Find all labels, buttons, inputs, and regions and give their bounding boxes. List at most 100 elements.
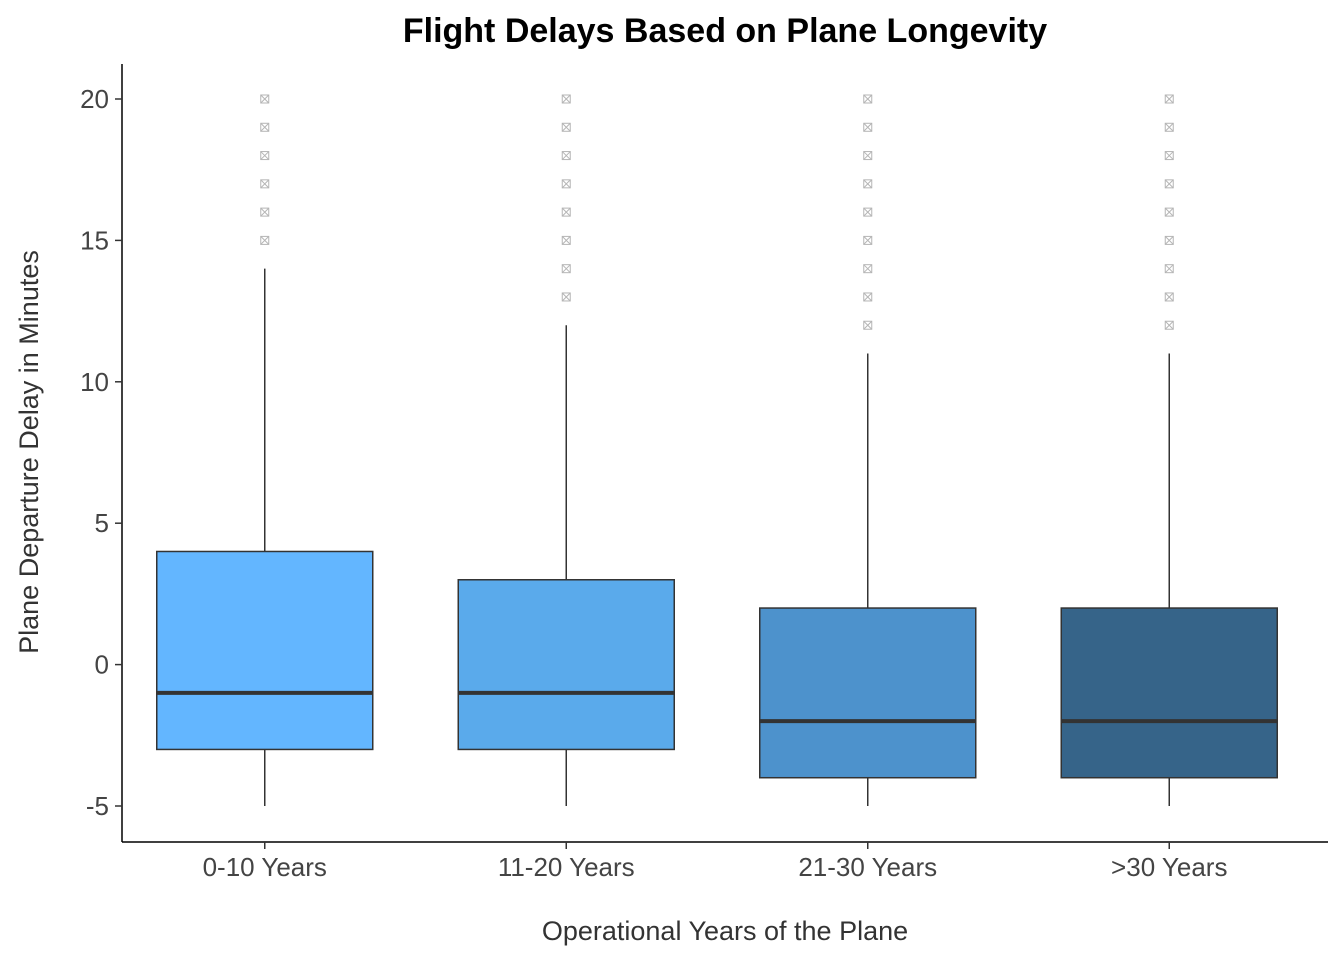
outlier-box [561, 94, 571, 104]
outlier-point [863, 235, 873, 245]
outlier-point [863, 122, 873, 132]
outlier-box [561, 122, 571, 132]
outlier-point [863, 320, 873, 330]
y-tick-label: 0 [95, 650, 109, 680]
outlier-box [863, 207, 873, 217]
outlier-box [561, 151, 571, 161]
outlier-cross [1164, 179, 1174, 189]
outlier-point [260, 151, 270, 161]
box-group [156, 94, 374, 806]
outlier-box [1164, 122, 1174, 132]
outlier-point [863, 151, 873, 161]
outlier-cross [561, 207, 571, 217]
outlier-point [1164, 207, 1174, 217]
outlier-point [863, 264, 873, 274]
outlier-cross [561, 179, 571, 189]
outlier-cross [260, 179, 270, 189]
outlier-cross [1164, 236, 1174, 245]
outlier-point [561, 179, 571, 189]
outlier-box [1164, 235, 1174, 245]
outlier-cross [561, 292, 571, 302]
outlier-box [561, 207, 571, 217]
outlier-point [260, 207, 270, 217]
chart-title: Flight Delays Based on Plane Longevity [403, 12, 1047, 50]
outlier-box [863, 179, 873, 189]
outlier-point [260, 235, 270, 245]
outlier-point [561, 207, 571, 217]
x-tick-label: 11-20 Years [498, 852, 635, 882]
outlier-box [863, 292, 873, 302]
outlier-cross [863, 179, 873, 189]
outlier-cross [561, 264, 571, 274]
outlier-point [561, 264, 571, 274]
outlier-cross [863, 320, 873, 330]
outlier-box [1164, 292, 1174, 302]
outlier-box [863, 235, 873, 245]
outlier-box [561, 292, 571, 302]
x-axis: 0-10 Years 11-20 Years 21-30 Years >30 Year… [122, 841, 1328, 882]
outlier-box [1164, 179, 1174, 189]
box-series [156, 94, 1278, 806]
outlier-box [863, 94, 873, 104]
outlier-point [260, 122, 270, 132]
outlier-cross [1164, 94, 1174, 104]
outlier-box [260, 179, 270, 189]
outlier-box [863, 320, 873, 330]
outlier-box [260, 94, 270, 104]
outlier-box [260, 122, 270, 132]
x-tick-label: >30 Years [1111, 852, 1227, 882]
outlier-point [1164, 151, 1174, 161]
y-tick-label: 10 [80, 367, 109, 397]
outlier-point [863, 207, 873, 217]
box [759, 607, 977, 779]
outlier-cross [1164, 207, 1174, 217]
y-tick-label: 5 [95, 508, 109, 538]
outlier-box [1164, 207, 1174, 217]
outlier-point [260, 179, 270, 189]
outlier-box [863, 122, 873, 132]
outlier-cross [260, 151, 270, 160]
outlier-box [1164, 264, 1174, 274]
outlier-box [561, 235, 571, 245]
outlier-point [863, 94, 873, 104]
box-group [1060, 94, 1278, 806]
outlier-box [1164, 151, 1174, 161]
outlier-point [1164, 320, 1174, 330]
outlier-point [1164, 179, 1174, 189]
outlier-cross [863, 264, 873, 274]
outlier-cross [863, 151, 873, 160]
outlier-point [561, 122, 571, 132]
outlier-cross [1164, 151, 1174, 160]
outlier-cross [863, 122, 873, 132]
outlier-cross [863, 207, 873, 217]
box-group [759, 94, 977, 806]
outlier-cross [863, 94, 873, 104]
box [1060, 607, 1278, 779]
outlier-cross [1164, 292, 1174, 302]
y-tick-label: 20 [80, 84, 109, 114]
outlier-point [1164, 235, 1174, 245]
y-tick-label: -5 [86, 791, 109, 821]
outlier-box [1164, 320, 1174, 330]
outlier-point [561, 292, 571, 302]
box-group [457, 94, 675, 806]
outlier-cross [1164, 122, 1174, 132]
outlier-point [863, 292, 873, 302]
outlier-point [260, 94, 270, 104]
outlier-point [1164, 264, 1174, 274]
outlier-box [1164, 94, 1174, 104]
outlier-cross [561, 236, 571, 245]
outlier-cross [863, 236, 873, 245]
outlier-box [260, 207, 270, 217]
outlier-point [1164, 122, 1174, 132]
y-tick-label: 15 [80, 225, 109, 255]
outlier-point [561, 94, 571, 104]
outlier-cross [561, 94, 571, 104]
outlier-cross [1164, 264, 1174, 274]
outlier-cross [260, 94, 270, 104]
x-axis-label: Operational Years of the Plane [542, 916, 908, 946]
outlier-box [561, 264, 571, 274]
outlier-point [863, 179, 873, 189]
